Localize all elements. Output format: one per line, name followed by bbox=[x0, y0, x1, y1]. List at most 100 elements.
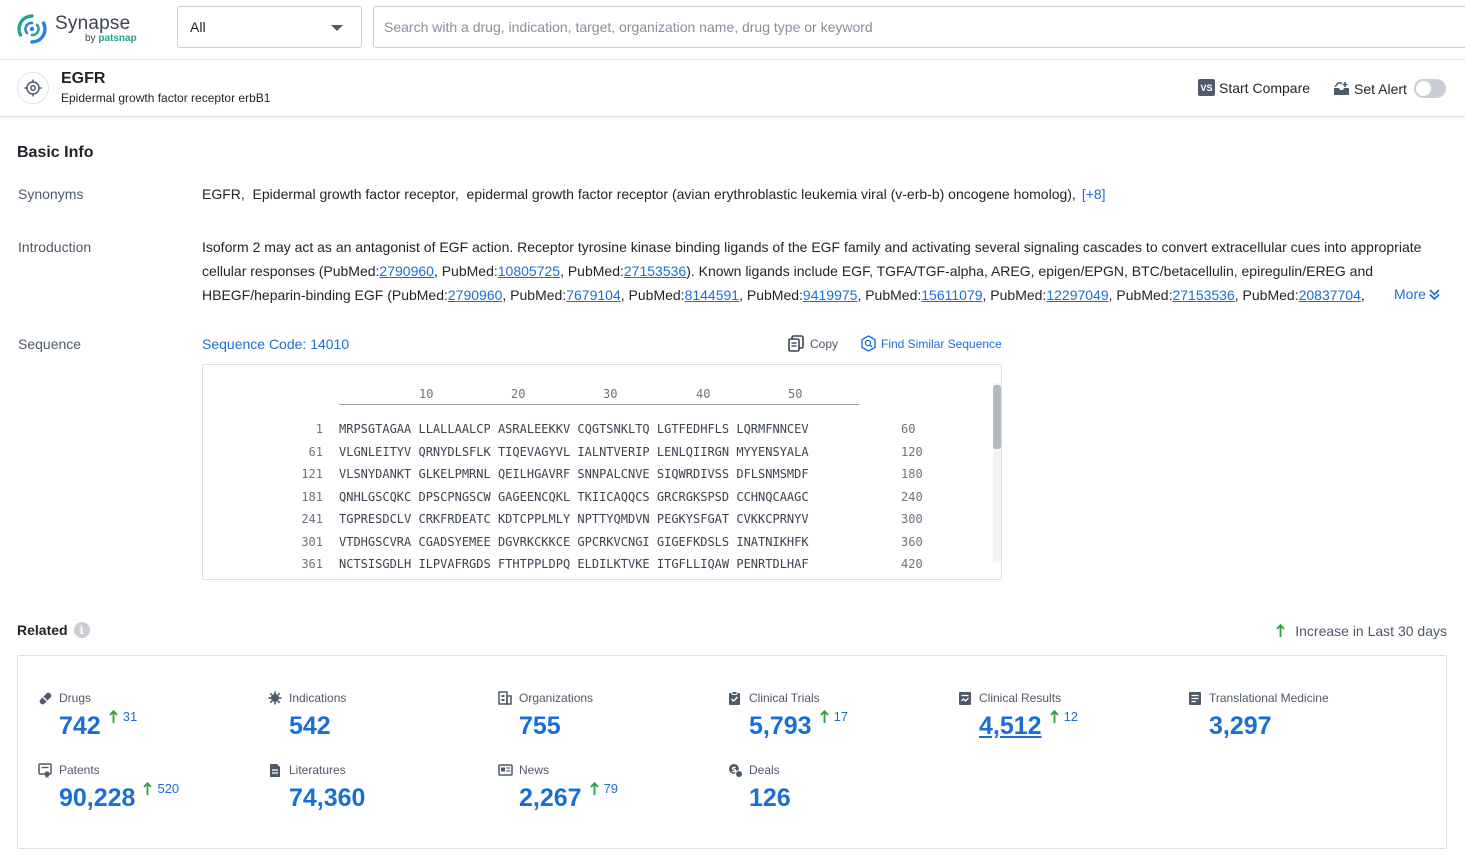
pubmed-link[interactable]: 7679104 bbox=[566, 287, 621, 303]
introduction-segment: , PubMed: bbox=[983, 287, 1047, 303]
stat-value[interactable]: 126 bbox=[749, 784, 791, 812]
target-full-name: Epidermal growth factor receptor erbB1 bbox=[61, 91, 270, 105]
start-compare-label: Start Compare bbox=[1219, 80, 1310, 96]
stat-value[interactable]: 755 bbox=[519, 712, 561, 740]
stat-header: Patents bbox=[38, 762, 179, 778]
stat-header: Literatures bbox=[268, 762, 365, 778]
stat-increase: 12 bbox=[1050, 709, 1078, 724]
ruler-tick: 10 bbox=[419, 387, 433, 401]
copy-label: Copy bbox=[810, 337, 838, 351]
increase-legend: Increase in Last 30 days bbox=[1276, 623, 1447, 639]
pubmed-link[interactable]: 27153536 bbox=[1172, 287, 1234, 303]
sequence-line-start: 241 bbox=[263, 512, 323, 526]
stat-value[interactable]: 90,228 bbox=[59, 784, 135, 812]
pubmed-link[interactable]: 15611079 bbox=[921, 287, 982, 303]
copy-icon bbox=[788, 335, 804, 352]
increase-arrow-icon bbox=[143, 782, 152, 796]
stat-value[interactable]: 4,512 bbox=[979, 712, 1042, 740]
stat-header: Drugs bbox=[38, 690, 137, 706]
caret-down-icon bbox=[331, 25, 343, 31]
sequence-line-end: 60 bbox=[901, 422, 915, 436]
search-scope-select[interactable]: All bbox=[177, 6, 362, 48]
sequence-code-link[interactable]: Sequence Code: 14010 bbox=[202, 336, 349, 352]
sequence-line: 241 TGPRESDCLV CRKFRDEATC KDTCPPLMLY NPT… bbox=[203, 512, 963, 535]
pubmed-link[interactable]: 27153536 bbox=[624, 263, 686, 279]
pubmed-link[interactable]: 20837704 bbox=[1299, 287, 1361, 303]
stat-body: 5,79317 bbox=[749, 712, 848, 740]
sequence-label: Sequence bbox=[18, 336, 81, 352]
top-bar: Synapse by patsnap All bbox=[0, 0, 1465, 60]
stat-label: Clinical Trials bbox=[749, 691, 820, 705]
stat-header: Organizations bbox=[498, 690, 593, 706]
sequence-line: 361 NCTSISGDLH ILPVAFRGDS FTHTPPLDPQ ELD… bbox=[203, 557, 963, 580]
sequence-line-start: 1 bbox=[263, 422, 323, 436]
synonyms-text: EGFR, Epidermal growth factor receptor, … bbox=[202, 186, 1076, 202]
stat-value[interactable]: 3,297 bbox=[1209, 712, 1272, 740]
stat-news[interactable]: News 2,267 79 bbox=[498, 762, 618, 812]
sequence-residues: TGPRESDCLV CRKFRDEATC KDTCPPLMLY NPTTYQM… bbox=[339, 512, 809, 526]
stat-indications[interactable]: Indications 542 bbox=[268, 690, 346, 740]
stat-label: News bbox=[519, 763, 549, 777]
document-icon bbox=[268, 763, 283, 778]
virus-icon bbox=[268, 691, 283, 706]
stat-increase: 520 bbox=[143, 781, 179, 796]
stat-clinical-results[interactable]: Clinical Results 4,512 12 bbox=[958, 690, 1078, 740]
synapse-logo-icon bbox=[16, 13, 48, 45]
stat-value[interactable]: 742 bbox=[59, 712, 101, 740]
stat-value[interactable]: 542 bbox=[289, 712, 331, 740]
pubmed-link[interactable]: 2790960 bbox=[448, 287, 503, 303]
increase-legend-label: Increase in Last 30 days bbox=[1295, 623, 1447, 639]
pubmed-link[interactable]: 10805725 bbox=[498, 263, 560, 279]
pubmed-link[interactable]: 8144591 bbox=[685, 287, 740, 303]
search-input[interactable] bbox=[373, 6, 1465, 48]
info-icon[interactable]: i bbox=[74, 622, 90, 638]
stat-literatures[interactable]: Literatures 74,360 bbox=[268, 762, 365, 812]
sequence-line-start: 121 bbox=[263, 467, 323, 481]
stat-label: Literatures bbox=[289, 763, 346, 777]
target-header: EGFR Epidermal growth factor receptor er… bbox=[0, 60, 1465, 117]
find-similar-sequence-button[interactable]: Find Similar Sequence bbox=[860, 335, 1002, 352]
sequence-lines: 1 MRPSGTAGAA LLALLAALCP ASRALEEKKV CQGTS… bbox=[203, 422, 963, 580]
deal-icon: $ bbox=[728, 763, 743, 778]
pubmed-link[interactable]: 9419975 bbox=[803, 287, 858, 303]
synapse-logo[interactable]: Synapse by patsnap bbox=[16, 12, 137, 46]
synonyms-more-link[interactable]: [+8] bbox=[1082, 186, 1106, 202]
sequence-scrollbar-thumb[interactable] bbox=[993, 385, 1001, 449]
pubmed-link[interactable]: 12297049 bbox=[1046, 287, 1108, 303]
stat-value[interactable]: 74,360 bbox=[289, 784, 365, 812]
stat-organizations[interactable]: Organizations 755 bbox=[498, 690, 593, 740]
copy-sequence-button[interactable]: Copy bbox=[788, 335, 838, 352]
introduction-segment: , PubMed: bbox=[560, 263, 624, 279]
stat-label: Clinical Results bbox=[979, 691, 1061, 705]
sequence-residues: VTDHGSCVRA CGADSYEMEE DGVRKCKKCE GPCRKVC… bbox=[339, 535, 809, 549]
pubmed-link[interactable]: 2790960 bbox=[379, 263, 434, 279]
report-icon bbox=[1188, 691, 1203, 706]
logo-name: Synapse bbox=[55, 14, 137, 33]
stat-label: Organizations bbox=[519, 691, 593, 705]
stat-body: 74,360 bbox=[289, 784, 365, 812]
sequence-line: 301 VTDHGSCVRA CGADSYEMEE DGVRKCKKCE GPC… bbox=[203, 535, 963, 558]
stat-value[interactable]: 5,793 bbox=[749, 712, 812, 740]
stat-body: 2,267 79 bbox=[519, 784, 618, 812]
sequence-residues: VLGNLEITYV QRNYDLSFLK TIQEVAGYVL IALNTVE… bbox=[339, 445, 809, 459]
logo-wordmark: Synapse by patsnap bbox=[55, 14, 137, 44]
stat-value[interactable]: 2,267 bbox=[519, 784, 582, 812]
increase-arrow-icon bbox=[590, 782, 599, 796]
start-compare-button[interactable]: VS Start Compare bbox=[1198, 79, 1310, 96]
stat-drugs[interactable]: Drugs74231 bbox=[38, 690, 137, 740]
stat-clinical-trials[interactable]: Clinical Trials 5,79317 bbox=[728, 690, 848, 740]
stat-patents[interactable]: Patents 90,228 520 bbox=[38, 762, 179, 812]
sequence-line-start: 361 bbox=[263, 557, 323, 571]
set-alert-toggle[interactable] bbox=[1414, 79, 1446, 98]
stat-header: Indications bbox=[268, 690, 346, 706]
basic-info-title: Basic Info bbox=[17, 144, 93, 162]
ruler-tick: 40 bbox=[696, 387, 710, 401]
stat-translational-medicine[interactable]: Translational Medicine3,297 bbox=[1188, 690, 1329, 740]
stat-deals[interactable]: $Deals126 bbox=[728, 762, 791, 812]
stat-increase: 79 bbox=[590, 781, 618, 796]
introduction-more-button[interactable]: More bbox=[1394, 286, 1441, 302]
sequence-viewer[interactable]: 10 20 30 40 50 1 MRPSGTAGAA LLALLAALCP A… bbox=[202, 364, 1002, 580]
stat-label: Drugs bbox=[59, 691, 91, 705]
stat-header: News bbox=[498, 762, 618, 778]
increase-arrow-icon bbox=[1276, 624, 1285, 638]
